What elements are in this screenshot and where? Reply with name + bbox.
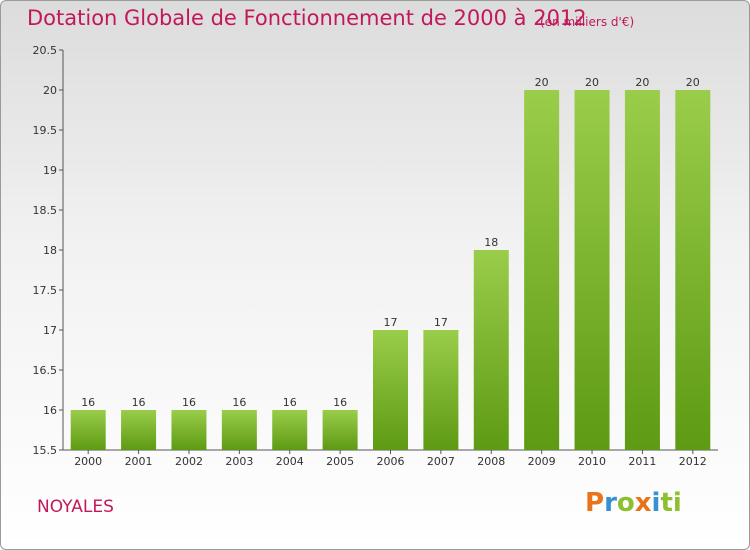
bar-value-label: 16 xyxy=(182,396,196,409)
y-tick-label: 18.5 xyxy=(33,204,58,217)
bar-value-label: 18 xyxy=(484,236,498,249)
bar-value-label: 20 xyxy=(635,76,649,89)
chart-labels: 2000 16 2001 16 2002 16 2003 16 2004 16 2005 16 2006… xyxy=(74,76,707,468)
x-tick-label: 2011 xyxy=(628,455,656,468)
x-tick-label: 2010 xyxy=(578,455,606,468)
y-tick-label: 18 xyxy=(43,244,57,257)
bar-2007 xyxy=(423,330,459,450)
bar-2006 xyxy=(373,330,408,450)
bar-value-label: 16 xyxy=(333,396,347,409)
logo-letter: i xyxy=(651,488,661,518)
chart-title: Dotation Globale de Fonctionnement de 20… xyxy=(27,6,587,30)
bar-value-label: 16 xyxy=(81,396,95,409)
bar-2003 xyxy=(221,410,257,450)
bar-2004 xyxy=(272,410,308,450)
x-tick-label: 2012 xyxy=(679,455,707,468)
bar-2001 xyxy=(121,410,157,450)
y-tick-label: 17 xyxy=(43,324,57,337)
logo-letter: r xyxy=(604,488,617,518)
bar-value-label: 17 xyxy=(434,316,448,329)
bar-value-label: 20 xyxy=(535,76,549,89)
bar-2002 xyxy=(171,410,207,450)
x-tick-label: 2005 xyxy=(326,455,354,468)
chart-subtitle: (en milliers d'€) xyxy=(540,15,635,29)
y-tick-label: 20.5 xyxy=(33,44,58,57)
x-tick-label: 2006 xyxy=(377,455,405,468)
logo-letter: P xyxy=(585,488,605,518)
proxiti-logo[interactable]: Proxiti xyxy=(585,488,682,518)
x-tick-label: 2003 xyxy=(225,455,253,468)
bar-2012 xyxy=(675,90,711,450)
x-tick-label: 2004 xyxy=(276,455,304,468)
x-tick-label: 2002 xyxy=(175,455,203,468)
x-tick-label: 2007 xyxy=(427,455,455,468)
y-tick-label: 19 xyxy=(43,164,57,177)
logo-letter: i xyxy=(672,488,682,518)
bar-2011 xyxy=(624,90,660,450)
x-tick-label: 2000 xyxy=(74,455,102,468)
bar-value-label: 16 xyxy=(232,396,246,409)
y-tick-label: 16 xyxy=(43,404,57,417)
y-tick-label: 16.5 xyxy=(33,364,58,377)
y-tick-label: 20 xyxy=(43,84,57,97)
bar-value-label: 20 xyxy=(686,76,700,89)
bar-value-label: 17 xyxy=(384,316,398,329)
bar-2005 xyxy=(322,410,358,450)
y-tick-label: 17.5 xyxy=(33,284,58,297)
bar-2010 xyxy=(574,90,610,450)
bar-value-label: 16 xyxy=(283,396,297,409)
bar-2009 xyxy=(524,90,560,450)
logo-letter: t xyxy=(660,488,673,518)
bar-2008 xyxy=(473,250,509,450)
y-tick-label: 19.5 xyxy=(33,124,58,137)
x-tick-label: 2008 xyxy=(477,455,505,468)
chart-bars xyxy=(70,90,711,450)
logo-letter: x xyxy=(634,488,652,518)
bar-2000 xyxy=(70,410,106,450)
logo-letter: o xyxy=(616,488,635,518)
y-tick-label: 15.5 xyxy=(33,444,58,457)
x-tick-label: 2001 xyxy=(125,455,153,468)
bar-value-label: 20 xyxy=(585,76,599,89)
commune-name: NOYALES xyxy=(37,497,114,517)
bar-value-label: 16 xyxy=(132,396,146,409)
x-tick-label: 2009 xyxy=(528,455,556,468)
